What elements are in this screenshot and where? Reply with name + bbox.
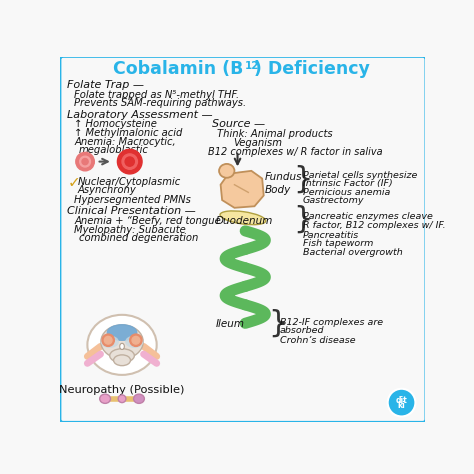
Text: Folate trapped as N⁵-methyl THF.: Folate trapped as N⁵-methyl THF. [74,90,239,100]
Text: B12 complexes w/ R factor in saliva: B12 complexes w/ R factor in saliva [208,147,383,157]
Text: ✓: ✓ [67,175,80,191]
Text: Ileum: Ileum [216,319,245,329]
Text: Source —: Source — [212,119,265,129]
Text: Folate Trap —: Folate Trap — [66,80,144,90]
Ellipse shape [109,349,134,363]
Text: ) Deficiency: ) Deficiency [255,60,370,78]
Circle shape [122,154,137,169]
Text: Pancreatitis: Pancreatitis [303,231,359,240]
Text: Cobalamin (B: Cobalamin (B [112,60,243,78]
Text: Anemia + “Beefy, red tongue”: Anemia + “Beefy, red tongue” [74,216,226,226]
Text: }: } [293,165,312,194]
Circle shape [125,157,134,166]
Text: 12: 12 [245,61,260,71]
Ellipse shape [114,355,130,365]
Text: Anemia: Macrocytic,: Anemia: Macrocytic, [74,137,176,147]
Text: Myelopathy: Subacute: Myelopathy: Subacute [74,225,186,235]
Text: Gastrectomy: Gastrectomy [303,196,365,205]
Text: Fish tapeworm: Fish tapeworm [303,239,374,248]
Circle shape [104,337,112,344]
Ellipse shape [118,395,126,402]
Text: }: } [268,309,288,338]
Text: absorbed: absorbed [280,327,324,336]
Text: Laboratory Assessment —: Laboratory Assessment — [66,110,212,120]
Ellipse shape [100,336,119,348]
Text: Duodenum: Duodenum [216,216,273,226]
Circle shape [76,152,94,171]
Circle shape [118,149,142,174]
Text: Veganism: Veganism [234,138,283,148]
FancyBboxPatch shape [60,56,426,423]
Text: B12-IF complexes are: B12-IF complexes are [280,318,383,327]
Text: Hypersegmented PMNs: Hypersegmented PMNs [74,195,191,206]
Circle shape [132,337,140,344]
Text: Pernicious anemia: Pernicious anemia [303,188,391,197]
Ellipse shape [219,164,235,178]
Text: dit: dit [396,396,408,405]
Text: ↑ Methylmalonic acid: ↑ Methylmalonic acid [74,128,182,138]
Text: R factor, B12 complexes w/ IF.: R factor, B12 complexes w/ IF. [303,221,446,230]
Circle shape [80,156,91,167]
Text: Crohn’s disease: Crohn’s disease [280,337,356,346]
Ellipse shape [100,394,110,403]
Text: Pancreatic enzymes cleave: Pancreatic enzymes cleave [303,212,433,221]
Text: Bacterial overgrowth: Bacterial overgrowth [303,248,403,257]
Ellipse shape [120,343,124,349]
Text: Fundus: Fundus [264,172,302,182]
Text: }: } [293,205,312,234]
Text: ↑ Homocysteine: ↑ Homocysteine [74,119,157,129]
Ellipse shape [125,336,144,348]
Circle shape [102,334,114,346]
Polygon shape [220,171,264,208]
Text: combined degeneration: combined degeneration [79,233,198,243]
Text: Intrinsic Factor (IF): Intrinsic Factor (IF) [303,179,393,188]
Ellipse shape [134,394,145,403]
Circle shape [388,389,415,417]
Text: Think: Animal products: Think: Animal products [217,129,332,139]
Ellipse shape [220,211,266,225]
Text: Parietal cells synthesize: Parietal cells synthesize [303,171,418,180]
Text: ki: ki [398,401,405,410]
Ellipse shape [107,324,137,341]
Ellipse shape [101,325,143,359]
Text: Asynchrony: Asynchrony [77,185,136,195]
Text: Neuropathy (Possible): Neuropathy (Possible) [59,385,185,395]
Text: Clinical Presentation —: Clinical Presentation — [66,206,195,216]
Text: Body: Body [264,185,291,195]
Ellipse shape [87,315,157,375]
Text: Nuclear/Cytoplasmic: Nuclear/Cytoplasmic [77,177,181,187]
Text: megaloblastic: megaloblastic [79,146,149,155]
Circle shape [130,334,142,346]
Circle shape [82,158,88,164]
Text: Prevents SAM-requiring pathways.: Prevents SAM-requiring pathways. [74,99,246,109]
